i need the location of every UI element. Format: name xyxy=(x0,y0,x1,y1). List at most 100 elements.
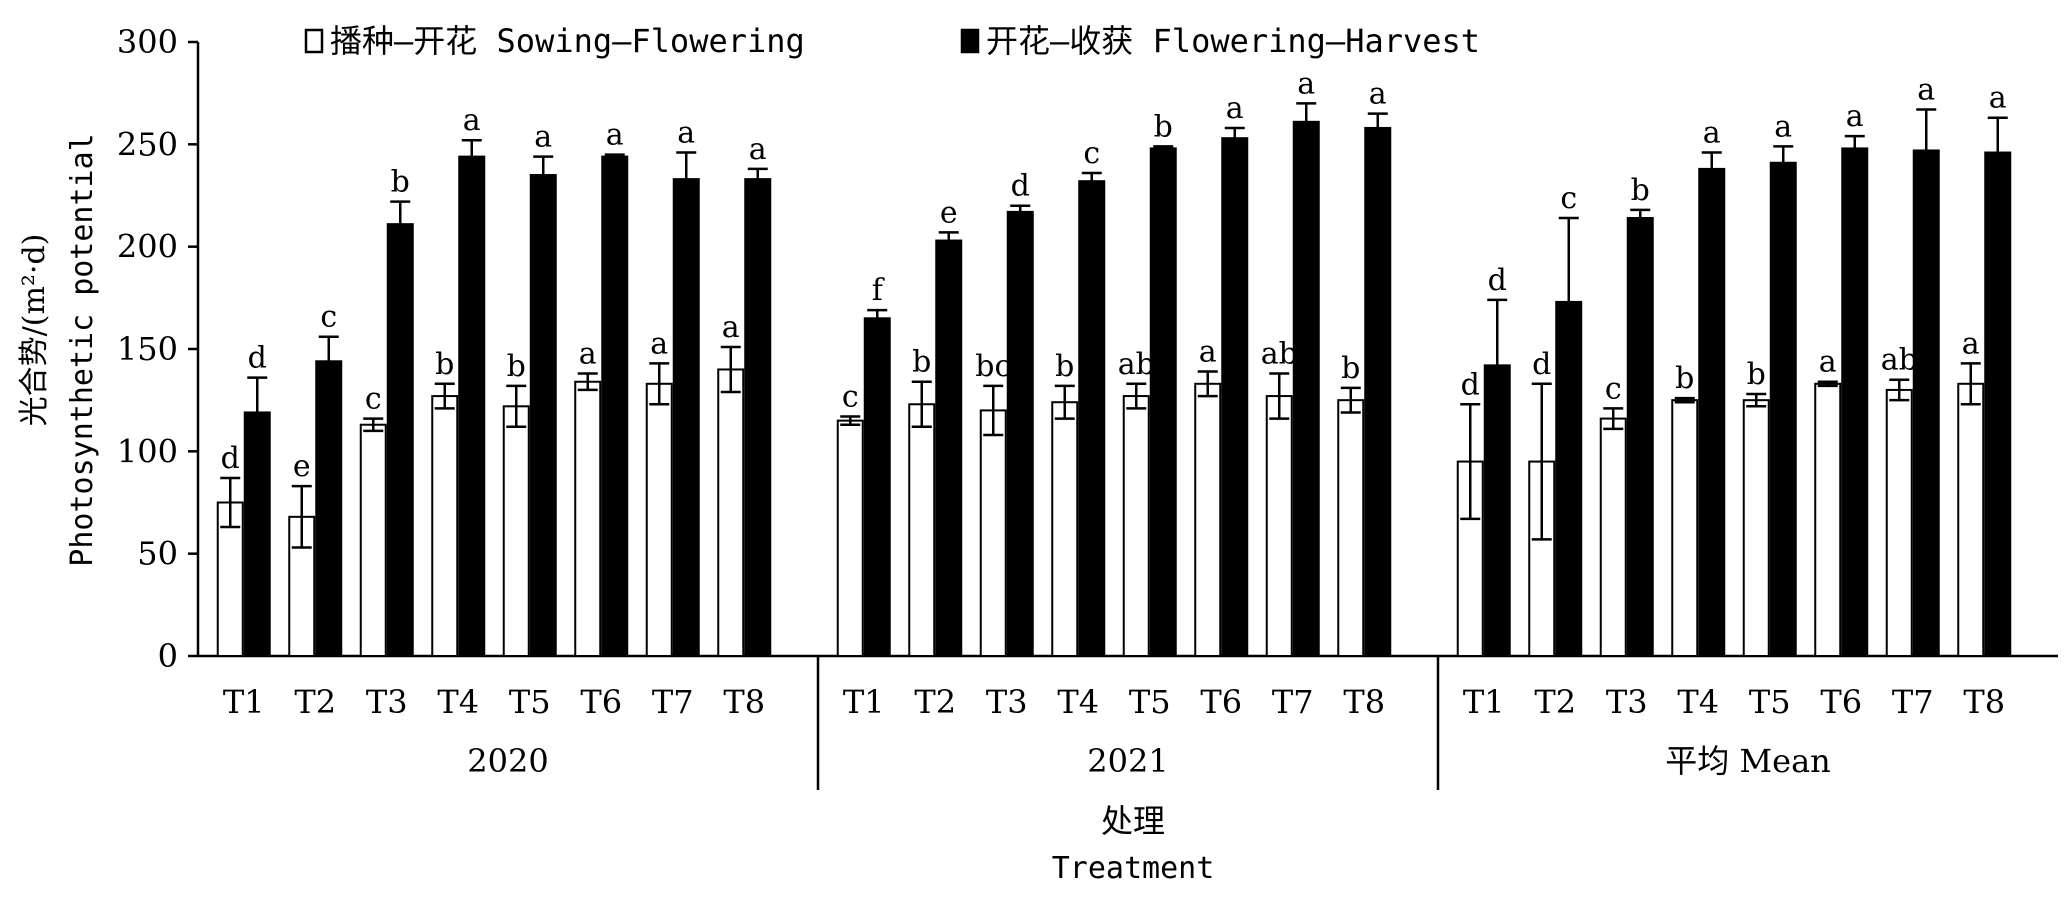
bar-sowing-flowering xyxy=(359,423,387,657)
significance-label: ab xyxy=(1261,337,1298,372)
significance-label: b xyxy=(507,349,526,384)
bar-sowing-flowering xyxy=(574,380,602,657)
bar-flowering-harvest xyxy=(1006,210,1034,658)
category-tick-label: T4 xyxy=(437,683,479,721)
bar-sowing-flowering xyxy=(502,405,530,657)
category-tick-label: T5 xyxy=(1129,683,1171,721)
category-tick-label: T2 xyxy=(294,683,336,721)
y-tick-label: 150 xyxy=(117,330,178,368)
y-axis-title-en: Photosynthetic potential xyxy=(65,133,100,566)
bar-flowering-harvest xyxy=(935,239,963,657)
significance-label: d xyxy=(221,441,240,476)
significance-label: a xyxy=(1199,335,1217,370)
x-axis-title-cn: 处理 xyxy=(1101,802,1165,840)
significance-label: c xyxy=(1560,181,1577,216)
category-tick-label: T1 xyxy=(1463,683,1505,721)
significance-label: a xyxy=(1774,109,1792,144)
bar-flowering-harvest xyxy=(1626,217,1654,657)
bar-flowering-harvest xyxy=(1221,137,1249,657)
bar-sowing-flowering xyxy=(1122,395,1150,657)
category-tick-label: T7 xyxy=(652,683,694,721)
category-tick-label: T3 xyxy=(1606,683,1648,721)
significance-label: b xyxy=(1747,357,1766,392)
y-tick-label: 200 xyxy=(117,228,178,266)
significance-label: d xyxy=(1532,347,1551,382)
bar-sowing-flowering xyxy=(1051,401,1079,658)
bar-flowering-harvest xyxy=(386,223,414,658)
category-tick-label: T2 xyxy=(1534,683,1576,721)
bar-flowering-harvest xyxy=(1364,126,1392,657)
bar-sowing-flowering xyxy=(645,382,673,657)
bar-sowing-flowering xyxy=(1194,382,1222,657)
significance-label: d xyxy=(1461,367,1480,402)
bar-sowing-flowering xyxy=(1742,399,1770,657)
significance-label: a xyxy=(1369,77,1387,112)
significance-label: b xyxy=(435,347,454,382)
category-tick-label: T8 xyxy=(1343,683,1385,721)
bar-flowering-harvest xyxy=(1769,161,1797,657)
category-tick-label: T6 xyxy=(580,683,622,721)
legend-swatch-flowering-harvest xyxy=(960,28,980,54)
category-tick-label: T7 xyxy=(1272,683,1314,721)
significance-label: a xyxy=(1226,91,1244,126)
y-tick-label: 300 xyxy=(117,23,178,61)
bar-sowing-flowering xyxy=(908,403,936,658)
category-tick-label: T6 xyxy=(1820,683,1862,721)
category-tick-label: T6 xyxy=(1200,683,1242,721)
significance-label: f xyxy=(872,273,885,308)
significance-label: a xyxy=(650,326,668,361)
significance-label: a xyxy=(1962,326,1980,361)
significance-label: e xyxy=(940,195,958,230)
significance-label: d xyxy=(1488,263,1507,298)
significance-label: d xyxy=(248,341,267,376)
category-tick-label: T1 xyxy=(223,683,265,721)
significance-label: a xyxy=(1846,99,1864,134)
bar-sowing-flowering xyxy=(1671,399,1699,657)
category-tick-label: T1 xyxy=(843,683,885,721)
significance-label: c xyxy=(365,382,382,417)
bar-flowering-harvest xyxy=(1698,167,1726,657)
significance-label: c xyxy=(1605,371,1622,406)
significance-label: a xyxy=(1297,66,1315,101)
category-tick-label: T3 xyxy=(986,683,1028,721)
significance-label: b xyxy=(391,165,410,200)
significance-label: c xyxy=(320,300,337,335)
significance-label: bc xyxy=(975,349,1011,384)
bar-flowering-harvest xyxy=(863,317,891,657)
axis-labels: 光合势/(m²·d) Photosynthetic potential 处理 T… xyxy=(17,133,1214,886)
category-tick-label: T4 xyxy=(1677,683,1719,721)
bar-flowering-harvest xyxy=(243,411,271,657)
y-axis-title-cn: 光合势/(m²·d) xyxy=(17,234,52,427)
bar-flowering-harvest xyxy=(315,360,343,657)
x-axis-title-en: Treatment xyxy=(1052,851,1215,886)
group-label: 平均 Mean xyxy=(1665,742,1831,780)
y-tick-label: 250 xyxy=(117,125,178,163)
axes: 0 50 100 150 200 250 300 2020 T1 T2 T3 T4 T5 T6 T7 T8 20… xyxy=(117,23,2058,790)
significance-label: a xyxy=(534,120,552,155)
significance-label: b xyxy=(1154,109,1173,144)
bar-flowering-harvest xyxy=(1841,147,1869,657)
category-tick-label: T8 xyxy=(1963,683,2005,721)
significance-label: a xyxy=(1703,116,1721,151)
significance-label: ab xyxy=(1881,343,1918,378)
significance-label: b xyxy=(912,345,931,380)
significance-label: a xyxy=(722,310,740,345)
legend-swatch-sowing-flowering xyxy=(304,28,324,54)
bar-flowering-harvest xyxy=(744,178,772,657)
significance-label: a xyxy=(677,116,695,151)
bar-flowering-harvest xyxy=(672,178,700,657)
category-tick-label: T2 xyxy=(914,683,956,721)
category-tick-label: T3 xyxy=(366,683,408,721)
bar-sowing-flowering xyxy=(431,395,459,657)
significance-label: a xyxy=(579,337,597,372)
category-tick-label: T7 xyxy=(1892,683,1934,721)
bar-sowing-flowering xyxy=(1885,388,1913,657)
bar-flowering-harvest xyxy=(529,174,557,658)
bars: ddeccbbabaaaaaaacfbebcdbcabbaaababadddcc… xyxy=(216,66,2012,658)
significance-label: c xyxy=(842,380,859,415)
significance-label: a xyxy=(1989,81,2007,116)
legend-label-sowing-flowering: 播种—开花 Sowing—Flowering xyxy=(330,22,805,60)
bar-sowing-flowering xyxy=(836,419,864,657)
significance-label: b xyxy=(1631,173,1650,208)
